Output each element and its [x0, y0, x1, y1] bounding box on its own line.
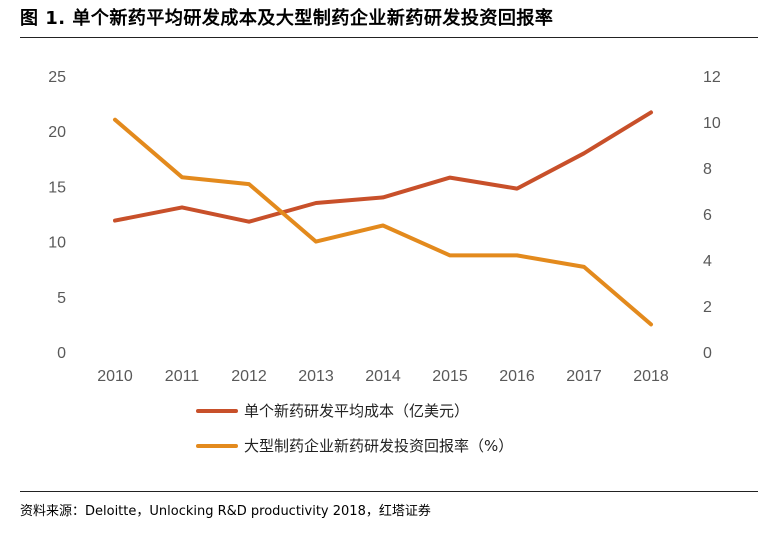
y-right-tick: 0: [703, 345, 712, 362]
x-tick: 2018: [633, 368, 669, 385]
y-right-tick: 2: [703, 299, 712, 316]
y-left-tick: 25: [48, 69, 66, 86]
series-line-1: [113, 110, 653, 224]
y-right-tick: 6: [703, 207, 712, 224]
legend-label-1: 单个新药研发平均成本（亿美元）: [244, 402, 469, 420]
x-tick: 2016: [499, 368, 535, 385]
y-right-tick-labels: 0 2 4 6 8 10 12: [703, 69, 721, 362]
x-tick: 2015: [432, 368, 468, 385]
figure-title: 图 1. 单个新药平均研发成本及大型制药企业新药研发投资回报率: [20, 8, 554, 29]
x-tick: 2011: [165, 368, 200, 385]
x-tick: 2014: [365, 368, 401, 385]
y-left-tick: 5: [57, 290, 66, 307]
source-note: 资料来源：Deloitte，Unlocking R&D productivity…: [20, 504, 431, 519]
y-left-tick: 0: [57, 345, 66, 362]
y-left-tick: 20: [48, 124, 66, 141]
y-right-tick: 4: [703, 253, 712, 270]
x-tick: 2017: [566, 368, 602, 385]
y-left-tick: 10: [48, 235, 66, 252]
y-right-tick: 8: [703, 161, 712, 178]
legend: 单个新药研发平均成本（亿美元） 大型制药企业新药研发投资回报率（%）: [196, 402, 513, 455]
x-tick: 2013: [298, 368, 334, 385]
y-left-tick: 15: [48, 179, 66, 196]
y-right-tick: 10: [703, 115, 721, 132]
source-rule: [20, 491, 758, 492]
legend-label-2: 大型制药企业新药研发投资回报率（%）: [244, 437, 513, 455]
y-right-tick: 12: [703, 69, 721, 86]
series-lines: [113, 110, 653, 327]
x-tick-labels: 2010 2011 2012 2013 2014 2015 2016 2017 2018: [97, 368, 669, 385]
y-left-tick-labels: 0 5 10 15 20 25: [48, 69, 66, 362]
series-line-2: [113, 117, 653, 327]
x-tick: 2012: [231, 368, 267, 385]
x-tick: 2010: [97, 368, 133, 385]
title-rule: [20, 37, 758, 38]
